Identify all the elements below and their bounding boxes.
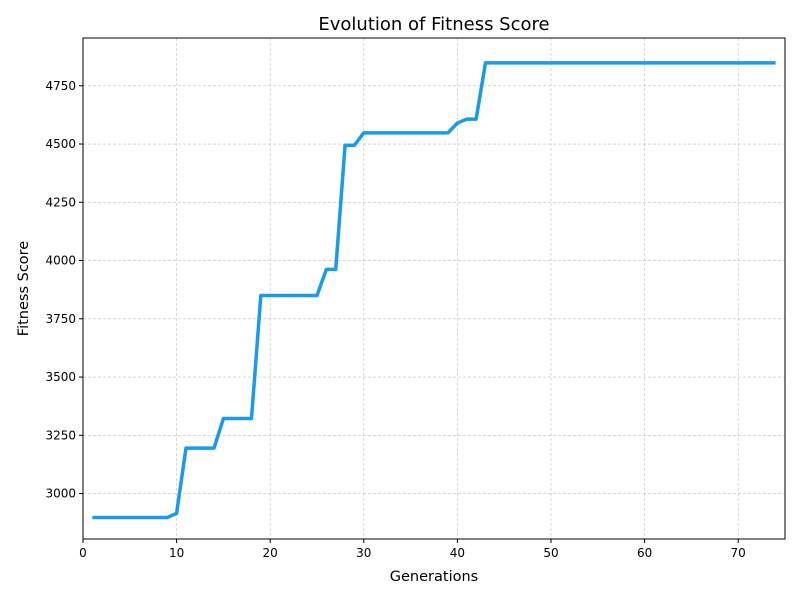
x-tick-label: 50 [543, 546, 558, 560]
x-tick-label: 30 [356, 546, 371, 560]
x-tick-label: 60 [637, 546, 652, 560]
y-tick-label: 4500 [45, 137, 76, 151]
y-tick-label: 3500 [45, 370, 76, 384]
y-tick-label: 3250 [45, 428, 76, 442]
y-tick-label: 4000 [45, 254, 76, 268]
y-axis-title: Fitness Score [16, 241, 32, 337]
x-axis: 0 10 20 30 40 50 60 70 [79, 539, 746, 560]
x-tick-label: 10 [169, 546, 184, 560]
y-axis: 3000 3250 3500 3750 4000 4250 4500 4750 [45, 79, 83, 501]
x-tick-label: 20 [263, 546, 278, 560]
plot-frame [82, 37, 786, 540]
x-tick-label: 40 [450, 546, 465, 560]
y-tick-label: 4750 [45, 79, 76, 93]
y-tick-label: 3750 [45, 312, 76, 326]
grid-lines [82, 38, 785, 539]
y-tick-label: 4250 [45, 195, 76, 209]
series-line [92, 61, 776, 520]
x-tick-label: 0 [79, 546, 87, 560]
chart-title: Evolution of Fitness Score [318, 14, 549, 35]
x-tick-label: 70 [731, 546, 746, 560]
x-axis-title: Generations [390, 569, 478, 585]
y-tick-label: 3000 [45, 487, 76, 501]
